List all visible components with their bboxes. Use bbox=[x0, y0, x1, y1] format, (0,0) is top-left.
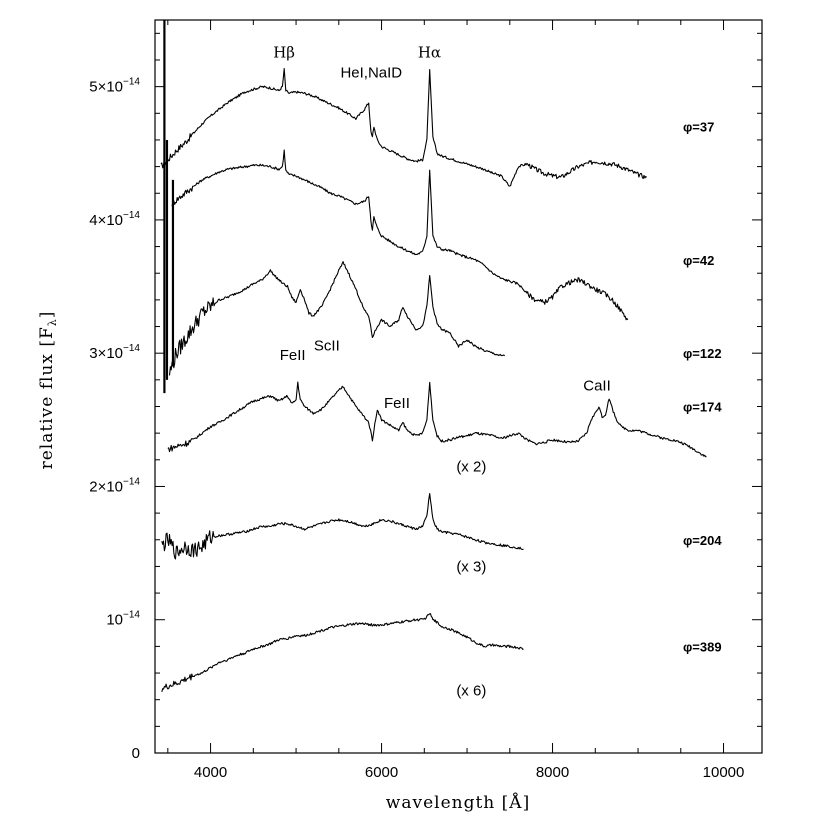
y-tick-label: 3×10−14 bbox=[89, 343, 140, 362]
line-annotation: ScII bbox=[314, 338, 340, 355]
y-tick-base: 5×10 bbox=[89, 79, 123, 96]
phase-label: φ=42 bbox=[683, 253, 714, 268]
multiplier-label: (x 6) bbox=[456, 682, 486, 699]
line-annotation: CaII bbox=[583, 377, 611, 394]
series-line bbox=[161, 613, 524, 693]
y-tick-exponent: −14 bbox=[123, 610, 140, 621]
y-tick-base: 10 bbox=[106, 612, 123, 629]
series-layer bbox=[160, 20, 707, 693]
y-axis-title: relative flux [Fλ] bbox=[37, 311, 59, 470]
y-tick-exponent: −14 bbox=[123, 77, 140, 88]
y-tick-base: 2×10 bbox=[89, 478, 123, 495]
phase-label: φ=174 bbox=[683, 399, 722, 414]
series-line bbox=[167, 381, 707, 458]
x-tick-label: 6000 bbox=[365, 764, 398, 781]
y-tick-base: 3×10 bbox=[89, 345, 123, 362]
y-axis-title-main: relative flux [F bbox=[37, 326, 57, 469]
line-annotation: FeII bbox=[384, 395, 410, 412]
phase-label: φ=389 bbox=[683, 639, 722, 654]
y-tick-label: 0 bbox=[132, 745, 140, 762]
y-tick-label: 4×10−14 bbox=[89, 210, 140, 229]
y-tick-exponent: −14 bbox=[123, 343, 140, 354]
plot-frame bbox=[154, 19, 763, 754]
series-line bbox=[168, 261, 506, 376]
series-line bbox=[160, 67, 647, 187]
y-tick-label: 5×10−14 bbox=[89, 77, 140, 96]
line-annotation: HeI,NaID bbox=[340, 64, 402, 81]
line-annotation: FeII bbox=[280, 347, 306, 364]
multiplier-label: (x 2) bbox=[456, 458, 486, 475]
y-tick-base: 0 bbox=[132, 745, 140, 762]
multiplier-label: (x 3) bbox=[456, 558, 486, 575]
x-tick-label: 4000 bbox=[194, 764, 227, 781]
y-tick-exponent: −14 bbox=[123, 210, 140, 221]
x-tick-label: 8000 bbox=[536, 764, 569, 781]
phase-label: φ=204 bbox=[683, 533, 722, 548]
y-tick-exponent: −14 bbox=[123, 476, 140, 487]
x-tick-label: 10000 bbox=[703, 764, 745, 781]
labels-layer: φ=37 φ=42 φ=122 φ=174 φ=204 φ=389 (x 2) (x 3) (x… bbox=[273, 43, 722, 699]
series-line bbox=[161, 493, 524, 560]
ticks-layer: 4000 6000 8000 10000010−142×10−143×10−144×1… bbox=[89, 20, 762, 781]
x-axis-title: wavelength [Å] bbox=[386, 792, 530, 813]
y-tick-label: 2×10−14 bbox=[89, 476, 140, 495]
series-line bbox=[171, 149, 629, 321]
y-tick-label: 10−14 bbox=[106, 610, 140, 629]
phase-label: φ=122 bbox=[683, 346, 722, 361]
y-tick-base: 4×10 bbox=[89, 212, 123, 229]
y-axis-title-sub: λ bbox=[46, 318, 59, 326]
line-annotation: Hα bbox=[418, 43, 441, 61]
line-annotation: Hβ bbox=[273, 43, 295, 61]
y-axis-title-close: ] bbox=[37, 311, 57, 319]
phase-label: φ=37 bbox=[683, 120, 714, 135]
